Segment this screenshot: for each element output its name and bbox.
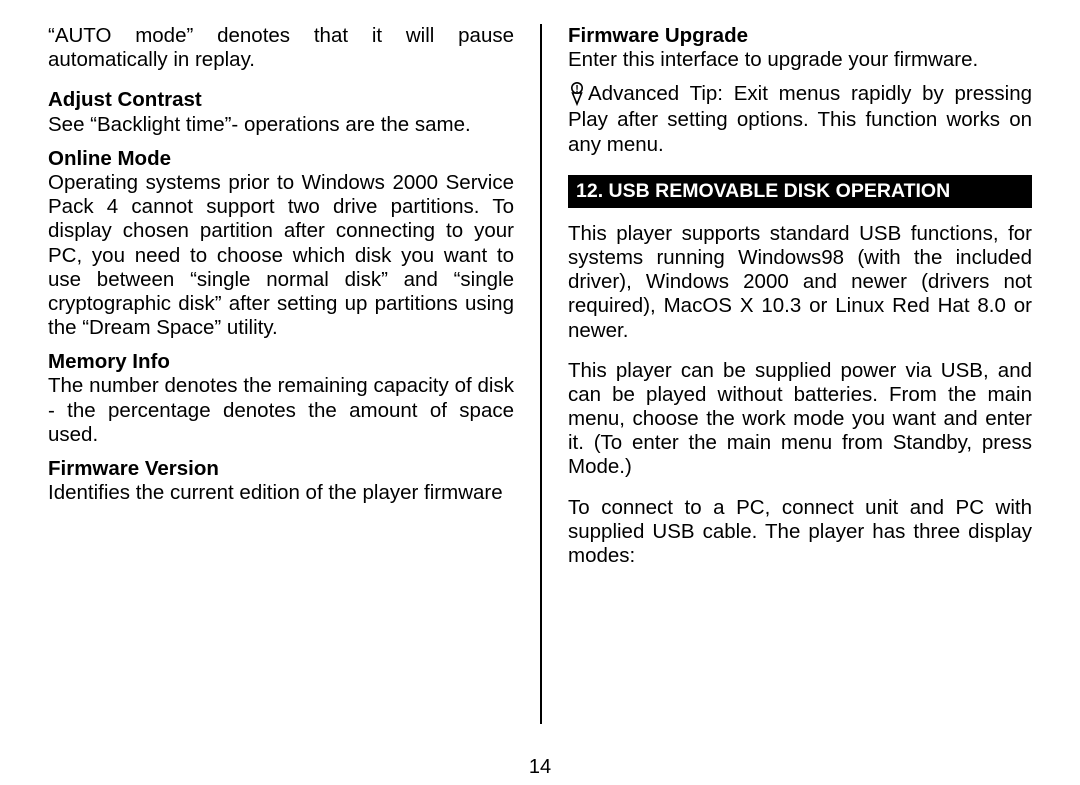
heading-memory-info: Memory Info The number denotes the remai… [48, 350, 514, 447]
page-number: 14 [0, 756, 1080, 779]
two-column-layout: “AUTO mode” denotes that it will pause a… [48, 24, 1032, 724]
heading-text: Adjust Contrast [48, 88, 202, 111]
section-title-bar: 12. USB REMOVABLE DISK OPERATION [568, 175, 1032, 208]
heading-text: Online Mode [48, 147, 171, 170]
body-text: Identifies the current edition of the pl… [48, 481, 503, 504]
heading-text: Memory Info [48, 350, 170, 373]
tip-paragraph: ! Advanced Tip: Exit menus rapidly by pr… [568, 82, 1032, 156]
body-text: The number denotes the remaining capacit… [48, 374, 514, 445]
left-column: “AUTO mode” denotes that it will pause a… [48, 24, 540, 724]
heading-adjust-contrast: Adjust Contrast See “Backlight time”- op… [48, 88, 514, 136]
usb-paragraph-3: To connect to a PC, connect unit and PC … [568, 496, 1032, 569]
body-text: Operating systems prior to Windows 2000 … [48, 171, 514, 339]
heading-online-mode: Online Mode Operating systems prior to W… [48, 147, 514, 341]
tip-text: Advanced Tip: Exit menus rapidly by pres… [568, 82, 1032, 155]
exclamation-icon: ! [568, 82, 586, 108]
usb-paragraph-1: This player supports standard USB functi… [568, 222, 1032, 343]
heading-firmware-upgrade: Firmware Upgrade Enter this interface to… [568, 24, 1032, 72]
heading-text: Firmware Upgrade [568, 24, 748, 47]
right-column: Firmware Upgrade Enter this interface to… [540, 24, 1032, 724]
body-text: See “Backlight time”- operations are the… [48, 113, 471, 136]
intro-paragraph: “AUTO mode” denotes that it will pause a… [48, 24, 514, 72]
usb-paragraph-2: This player can be supplied power via US… [568, 359, 1032, 480]
body-text: Enter this interface to upgrade your fir… [568, 48, 978, 71]
manual-page: “AUTO mode” denotes that it will pause a… [0, 0, 1080, 785]
heading-firmware-version: Firmware Version Identifies the current … [48, 457, 514, 505]
heading-text: Firmware Version [48, 457, 219, 480]
